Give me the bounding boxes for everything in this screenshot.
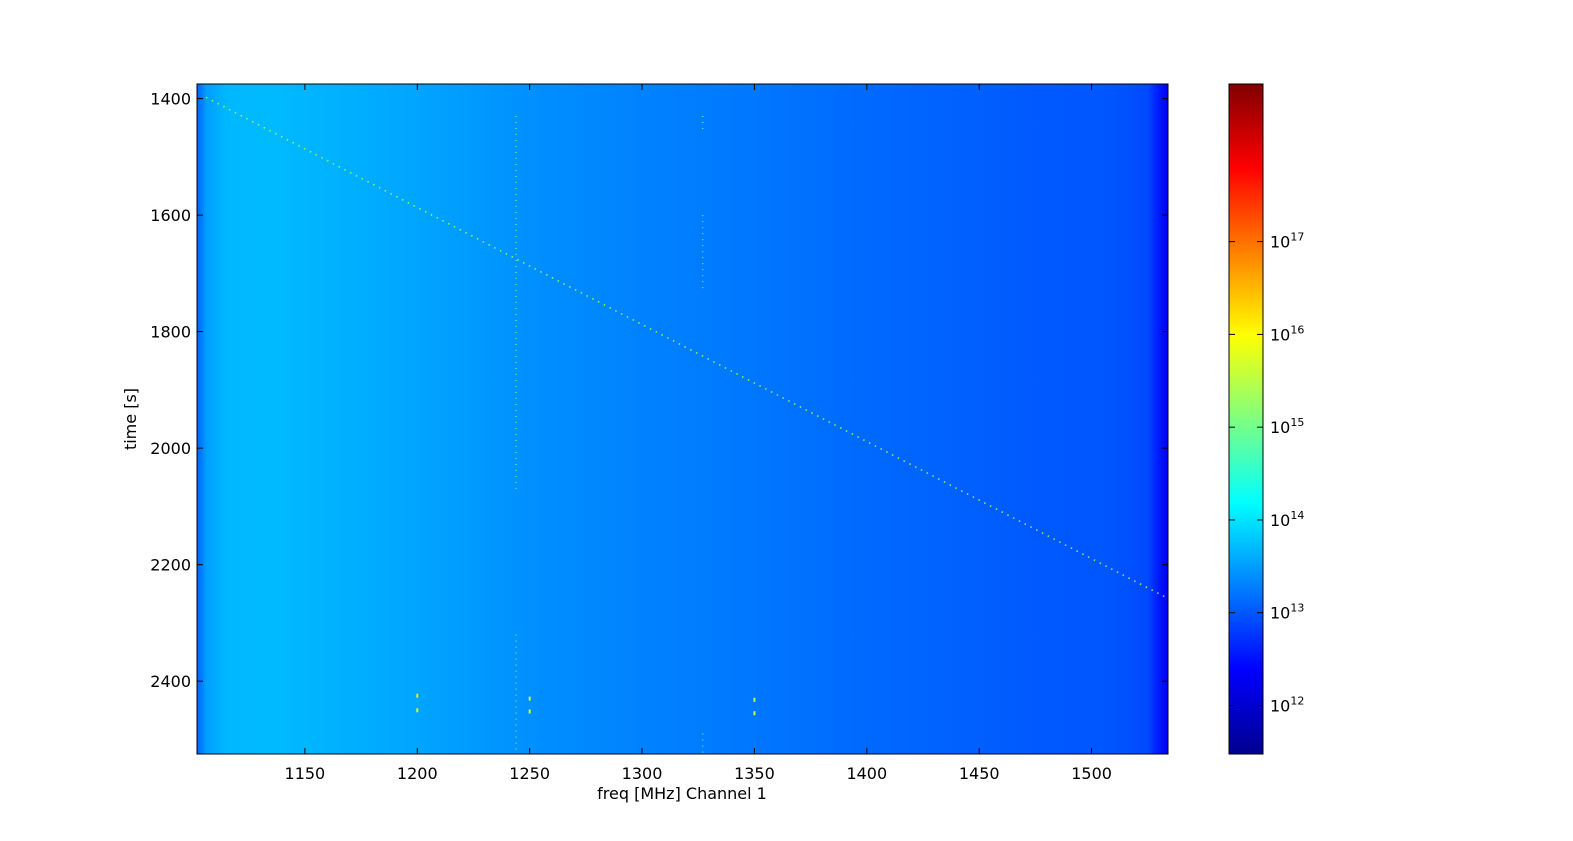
x-tick-label: 1400 — [846, 764, 887, 783]
colorbar-tick-label: 1017 — [1270, 231, 1304, 252]
y-tick-label: 2400 — [150, 672, 191, 691]
y-axis: 1400 1600 1800 2000 2200 2400 — [150, 90, 1168, 691]
x-tick-label: 1450 — [959, 764, 1000, 783]
colorbar-tick-base: 10 — [1270, 233, 1290, 252]
colorbar-tick-base: 10 — [1270, 604, 1290, 623]
colorbar-tick-base: 10 — [1270, 511, 1290, 530]
y-tick-label: 2200 — [150, 556, 191, 575]
x-tick-label: 1250 — [509, 764, 550, 783]
rfi-spot — [528, 696, 531, 701]
y-tick-label: 1400 — [150, 90, 191, 109]
colorbar-tick-label: 1012 — [1270, 694, 1304, 715]
colorbar-tick-base: 10 — [1270, 418, 1290, 437]
x-axis-label: freq [MHz] Channel 1 — [597, 784, 767, 803]
plot-frame — [196, 83, 1169, 755]
colorbar-tick-label: 1014 — [1270, 509, 1304, 530]
colorbar-tick-label: 1013 — [1270, 602, 1304, 623]
colorbar-tick-exponent: 16 — [1290, 323, 1304, 336]
y-tick-label: 2000 — [150, 439, 191, 458]
colorbar-tick-base: 10 — [1270, 325, 1290, 344]
y-tick-label: 1800 — [150, 323, 191, 342]
colorbar-tick-base: 10 — [1270, 696, 1290, 715]
x-tick-label: 1150 — [285, 764, 326, 783]
rfi-spot — [416, 693, 419, 698]
colorbar-tick-label: 1016 — [1270, 323, 1304, 344]
heatmap-features — [205, 96, 1168, 754]
rfi-spot — [753, 711, 756, 716]
rfi-spot — [753, 697, 756, 702]
colorbar-tick-exponent: 15 — [1290, 416, 1304, 429]
heatmap-background — [197, 84, 1168, 754]
heatmap — [197, 84, 1168, 754]
x-tick-label: 1300 — [622, 764, 663, 783]
rfi-spot — [416, 708, 419, 713]
colorbar-tick-exponent: 13 — [1290, 602, 1304, 615]
y-axis-label: time [s] — [121, 388, 140, 450]
x-tick-label: 1500 — [1071, 764, 1112, 783]
colorbar-scale — [1228, 83, 1264, 755]
colorbar-tick-exponent: 14 — [1290, 509, 1304, 522]
x-tick-label: 1200 — [397, 764, 438, 783]
y-tick-label: 1600 — [150, 206, 191, 225]
rfi-spot — [528, 709, 531, 714]
colorbar-tick-exponent: 12 — [1290, 694, 1304, 707]
colorbar-tick-label: 1015 — [1270, 416, 1304, 437]
colorbar-tick-exponent: 17 — [1290, 231, 1304, 244]
x-axis: 1150 1200 1250 1300 1350 1400 1450 1500 — [285, 84, 1112, 783]
x-tick-label: 1350 — [734, 764, 775, 783]
drift-track — [205, 96, 1168, 600]
